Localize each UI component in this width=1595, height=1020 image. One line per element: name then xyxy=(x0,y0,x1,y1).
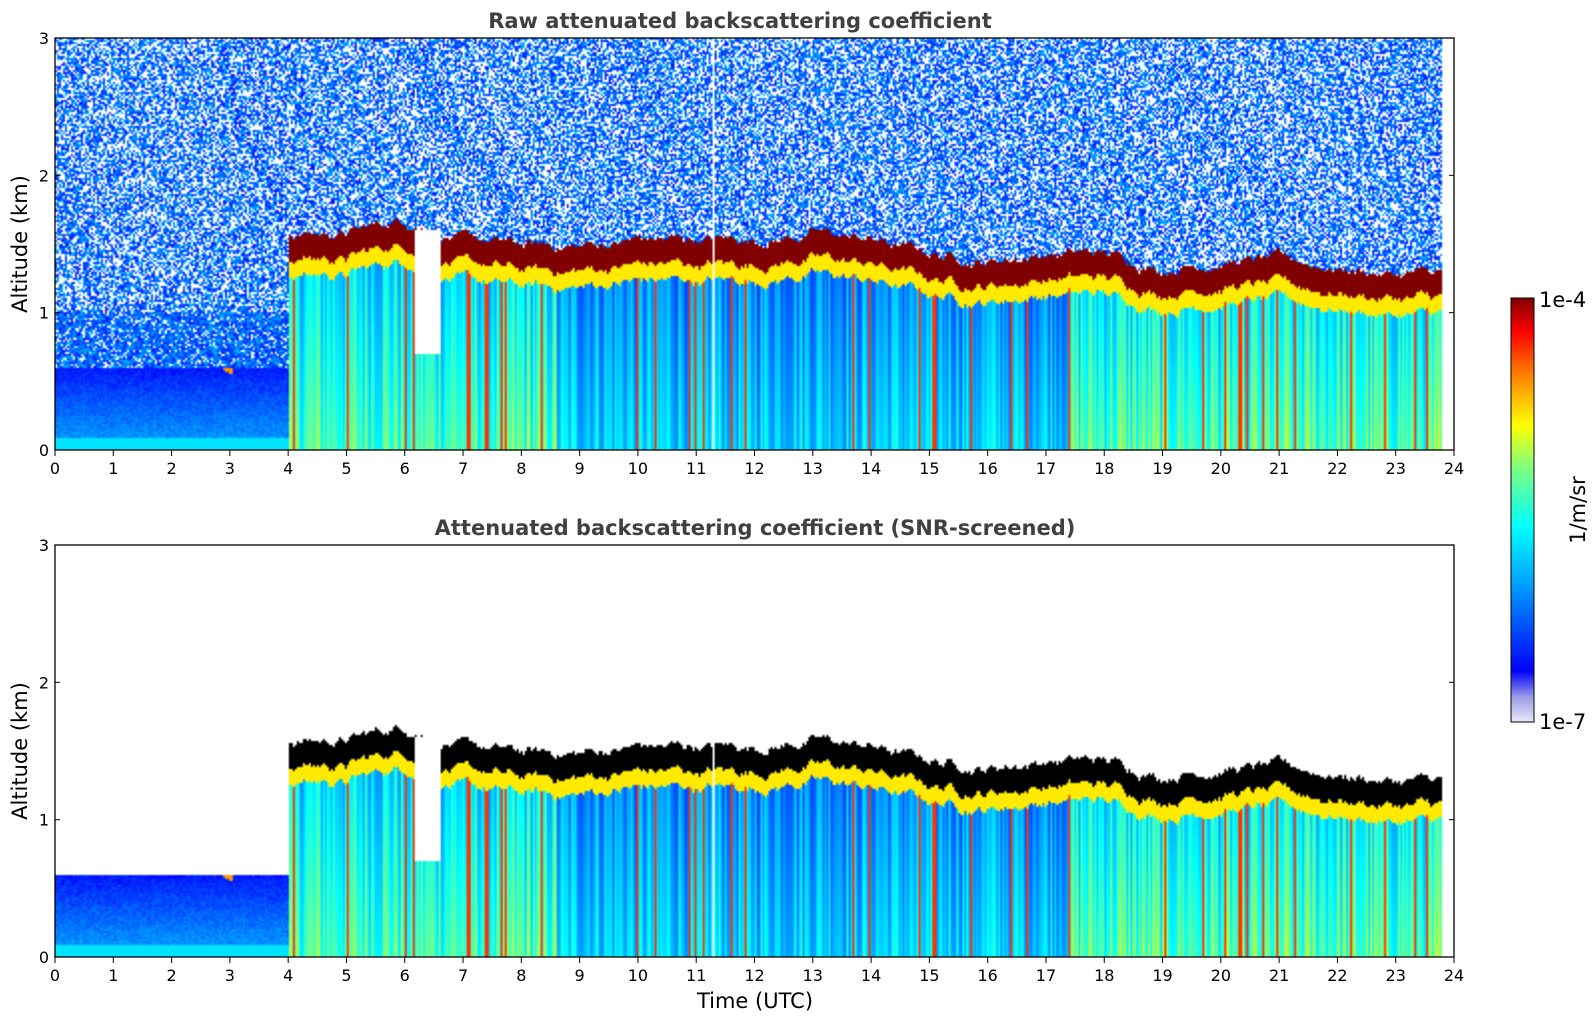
y-tick-label: 2 xyxy=(39,166,49,185)
x-tick-label: 10 xyxy=(628,966,648,985)
x-tick-label: 14 xyxy=(861,966,881,985)
x-tick-label: 12 xyxy=(744,966,764,985)
x-tick-label: 12 xyxy=(744,459,764,478)
x-tick-label: 18 xyxy=(1094,966,1114,985)
x-tick-label: 11 xyxy=(686,459,706,478)
x-tick-label: 21 xyxy=(1269,459,1289,478)
x-tick-label: 20 xyxy=(1211,966,1231,985)
x-tick-label: 3 xyxy=(225,459,235,478)
x-tick-label: 14 xyxy=(861,459,881,478)
x-tick-label: 0 xyxy=(50,459,60,478)
colorbar-gradient xyxy=(1510,297,1535,723)
y-tick-label: 2 xyxy=(39,673,49,692)
x-tick-label: 2 xyxy=(166,966,176,985)
y-tick-label: 3 xyxy=(39,29,49,48)
colorbar-min-label: 1e-7 xyxy=(1539,710,1586,734)
x-tick-label: 9 xyxy=(575,966,585,985)
screened-panel-title: Attenuated backscattering coefficient (S… xyxy=(435,516,1076,540)
x-tick-label: 24 xyxy=(1444,459,1464,478)
x-tick-label: 6 xyxy=(400,459,410,478)
x-tick-label: 7 xyxy=(458,459,468,478)
x-tick-label: 7 xyxy=(458,966,468,985)
x-tick-label: 16 xyxy=(977,459,997,478)
raw-panel-ticks: 0 1 2 3 4 5 6 7 8 9 10 11 12 13 14 15 16 17 18 19 20 21 22 23 24… xyxy=(39,29,1464,478)
raw-backscatter-panel: Raw attenuated backscattering coefficien… xyxy=(8,9,1464,478)
x-tick-label: 4 xyxy=(283,966,293,985)
y-tick-label: 1 xyxy=(39,304,49,323)
colorbar-max-label: 1e-4 xyxy=(1539,288,1586,312)
x-tick-label: 1 xyxy=(108,966,118,985)
y-tick-label: 0 xyxy=(39,441,49,460)
x-tick-label: 6 xyxy=(400,966,410,985)
x-tick-label: 3 xyxy=(225,966,235,985)
x-tick-label: 18 xyxy=(1094,459,1114,478)
x-tick-label: 8 xyxy=(516,459,526,478)
x-tick-label: 16 xyxy=(977,966,997,985)
x-tick-label: 19 xyxy=(1152,966,1172,985)
x-tick-label: 9 xyxy=(575,459,585,478)
x-tick-label: 22 xyxy=(1327,966,1347,985)
x-tick-label: 20 xyxy=(1211,459,1231,478)
x-tick-label: 5 xyxy=(341,966,351,985)
raw-backscatter-heatmap xyxy=(55,38,1454,450)
x-tick-label: 24 xyxy=(1444,966,1464,985)
x-tick-label: 11 xyxy=(686,966,706,985)
y-tick-label: 3 xyxy=(39,536,49,555)
y-tick-label: 1 xyxy=(39,811,49,830)
y-tick-label: 0 xyxy=(39,948,49,967)
x-tick-label: 19 xyxy=(1152,459,1172,478)
x-tick-label: 4 xyxy=(283,459,293,478)
x-tick-label: 1 xyxy=(108,459,118,478)
x-tick-label: 15 xyxy=(919,966,939,985)
colorbar: 1e-4 1e-7 1/m/sr xyxy=(1510,288,1590,734)
time-axis-label: Time (UTC) xyxy=(696,989,813,1013)
x-tick-label: 0 xyxy=(50,966,60,985)
x-tick-label: 22 xyxy=(1327,459,1347,478)
raw-panel-ylabel: Altitude (km) xyxy=(8,175,32,313)
x-tick-label: 17 xyxy=(1036,966,1056,985)
x-tick-label: 15 xyxy=(919,459,939,478)
x-tick-label: 23 xyxy=(1386,459,1406,478)
screened-backscatter-heatmap xyxy=(55,545,1454,957)
x-tick-label: 21 xyxy=(1269,966,1289,985)
x-tick-label: 17 xyxy=(1036,459,1056,478)
x-tick-label: 13 xyxy=(803,966,823,985)
screened-panel-ticks: 0 1 2 3 4 5 6 7 8 9 10 11 12 13 14 15 16 17 18 19 20 21 22 23 24… xyxy=(39,536,1464,985)
x-tick-label: 8 xyxy=(516,966,526,985)
screened-backscatter-panel: Attenuated backscattering coefficient (S… xyxy=(8,516,1464,1013)
x-tick-label: 5 xyxy=(341,459,351,478)
colorbar-unit-label: 1/m/sr xyxy=(1566,476,1590,544)
x-tick-label: 10 xyxy=(628,459,648,478)
screened-panel-ylabel: Altitude (km) xyxy=(8,682,32,820)
x-tick-label: 23 xyxy=(1386,966,1406,985)
raw-panel-title: Raw attenuated backscattering coefficien… xyxy=(488,9,992,33)
x-tick-label: 13 xyxy=(803,459,823,478)
x-tick-label: 2 xyxy=(166,459,176,478)
